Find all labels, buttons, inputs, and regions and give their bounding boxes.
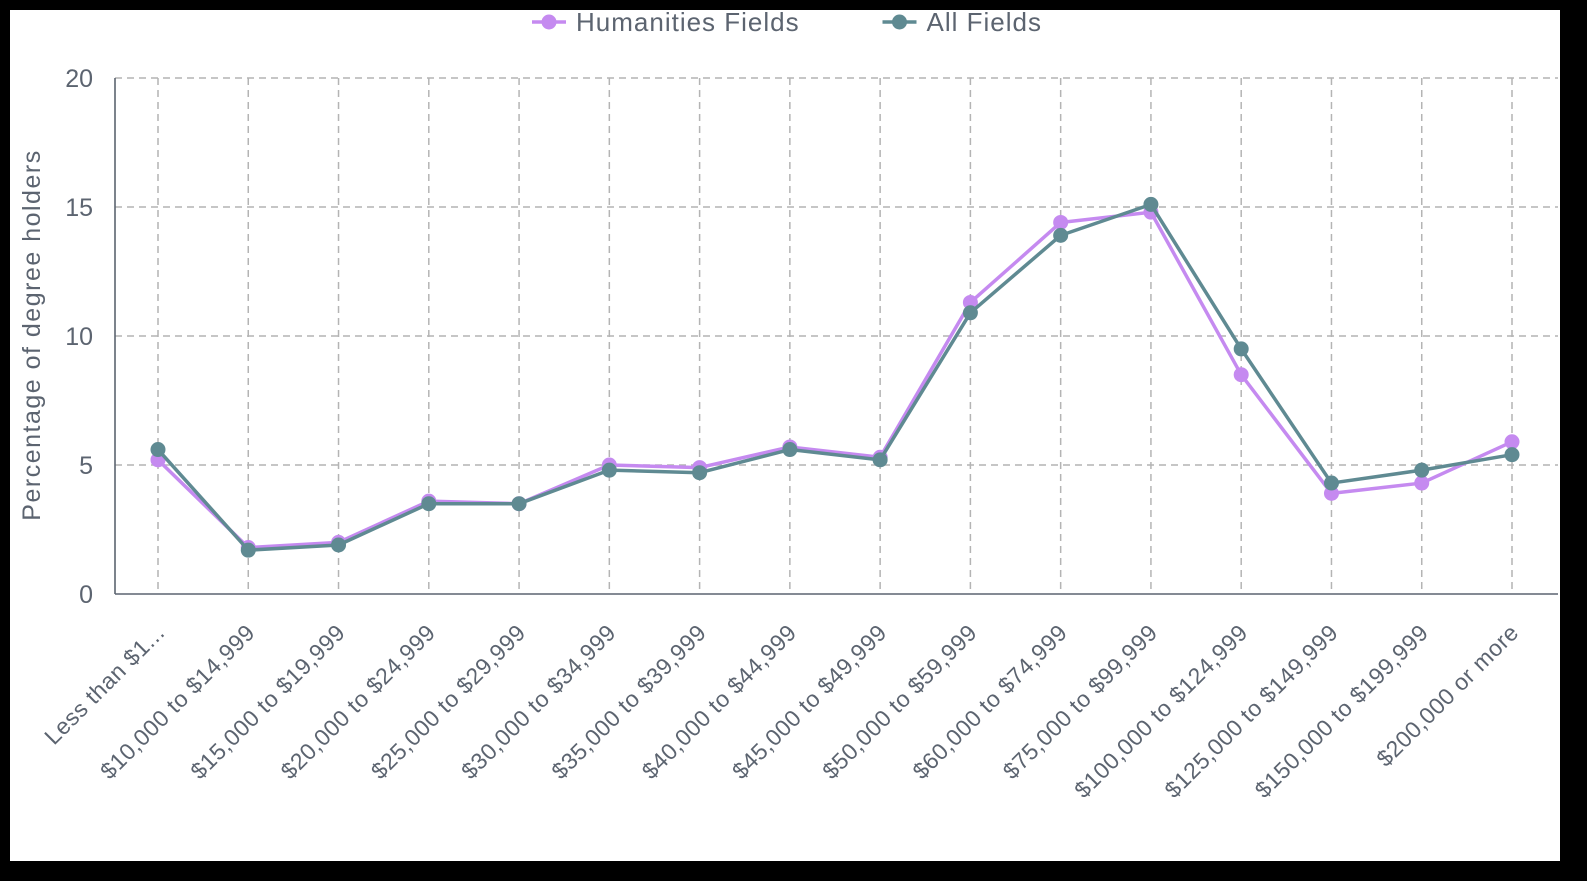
all-fields-point xyxy=(692,465,708,481)
legend: Humanities Fields All Fields xyxy=(532,10,1042,37)
y-tick-label: 20 xyxy=(65,65,93,93)
x-tick-label: $45,000 to $49,999 xyxy=(727,619,892,784)
x-tick-label: $20,000 to $24,999 xyxy=(275,619,440,784)
income-distribution-line-chart: 0 5 10 15 20 Less than $1...$10,000 to $14,9… xyxy=(18,10,1558,803)
x-tick-label: $150,000 to $199,999 xyxy=(1250,619,1434,803)
series-layer xyxy=(150,196,1520,558)
x-tick-label: $60,000 to $74,999 xyxy=(907,619,1072,784)
y-axis-title: Percentage of degree holders xyxy=(18,149,46,520)
legend-swatch-marker xyxy=(892,14,907,30)
humanities-fields-point xyxy=(1323,485,1339,501)
all-fields-point xyxy=(962,305,978,321)
y-tick-labels: 0 5 10 15 20 xyxy=(65,65,93,609)
humanities-fields-point xyxy=(962,294,978,310)
axes xyxy=(114,78,1558,595)
y-tick-label: 5 xyxy=(79,452,93,480)
humanities-fields-point xyxy=(1414,475,1430,491)
all-fields-point xyxy=(872,452,888,468)
humanities-fields-line xyxy=(156,210,1514,550)
x-tick-label: $10,000 to $14,999 xyxy=(95,619,260,784)
x-tick-label: $40,000 to $44,999 xyxy=(636,619,801,784)
legend-item-humanities-fields: Humanities Fields xyxy=(532,10,800,37)
all-fields-point xyxy=(511,496,527,512)
all-fields-point xyxy=(1233,341,1249,357)
all-fields-point xyxy=(331,537,347,553)
x-tick-label: $125,000 to $149,999 xyxy=(1159,619,1343,803)
all-fields-point xyxy=(601,462,617,478)
all-fields-point xyxy=(1504,447,1520,463)
x-tick-label: $100,000 to $124,999 xyxy=(1069,619,1253,803)
all-fields-point xyxy=(240,542,256,558)
x-tick-label: $50,000 to $59,999 xyxy=(817,619,982,784)
x-tick-label: $15,000 to $19,999 xyxy=(185,619,350,784)
y-tick-label: 15 xyxy=(65,194,93,222)
all-fields-point xyxy=(1414,462,1430,478)
legend-label: All Fields xyxy=(927,10,1042,37)
humanities-fields-point xyxy=(1233,367,1249,383)
all-fields-point xyxy=(150,442,166,458)
humanities-fields-point xyxy=(1053,214,1069,230)
all-fields-point xyxy=(1143,196,1159,212)
all-fields-point xyxy=(1323,475,1339,491)
all-fields-line xyxy=(156,202,1514,552)
humanities-fields-point xyxy=(1504,434,1520,450)
y-tick-label: 10 xyxy=(65,323,93,351)
x-tick-labels: Less than $1...$10,000 to $14,999$15,000… xyxy=(39,619,1523,803)
grid xyxy=(115,77,1558,594)
x-tick-label: $25,000 to $29,999 xyxy=(366,619,531,784)
legend-label: Humanities Fields xyxy=(576,10,800,37)
legend-item-all-fields: All Fields xyxy=(882,10,1042,37)
x-tick-label: $75,000 to $99,999 xyxy=(998,619,1163,784)
legend-swatch-marker xyxy=(541,14,557,30)
chart-frame: 0 5 10 15 20 Less than $1... $10,000 to $14,9… xyxy=(10,10,1560,861)
x-tick-label: $30,000 to $34,999 xyxy=(456,619,621,784)
all-fields-point xyxy=(782,442,798,458)
x-tick-label: $35,000 to $39,999 xyxy=(546,619,711,784)
y-tick-label: 0 xyxy=(79,581,93,609)
all-fields-point xyxy=(1053,227,1069,243)
all-fields-point xyxy=(421,496,437,512)
